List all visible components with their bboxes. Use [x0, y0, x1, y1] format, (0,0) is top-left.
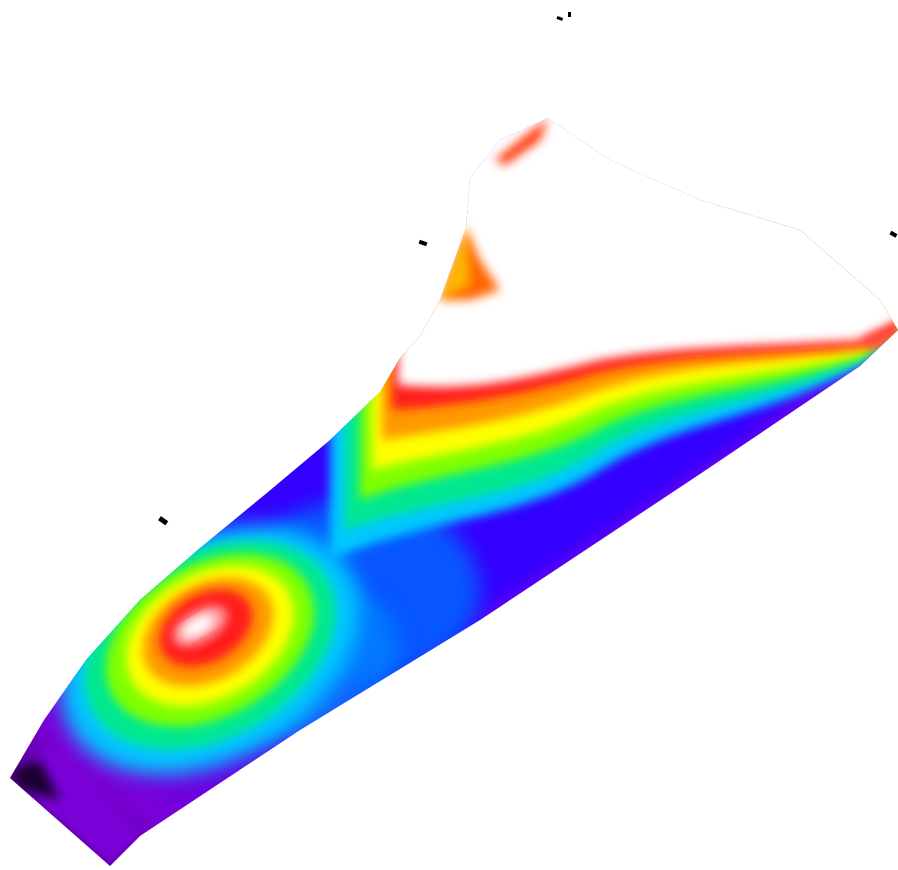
sample-marker — [158, 516, 169, 526]
heatmap-surface — [10, 118, 898, 866]
sample-marker — [556, 16, 564, 21]
sample-markers — [158, 12, 898, 526]
sample-marker — [568, 12, 571, 17]
sample-marker — [889, 230, 898, 238]
sample-marker — [418, 239, 428, 247]
